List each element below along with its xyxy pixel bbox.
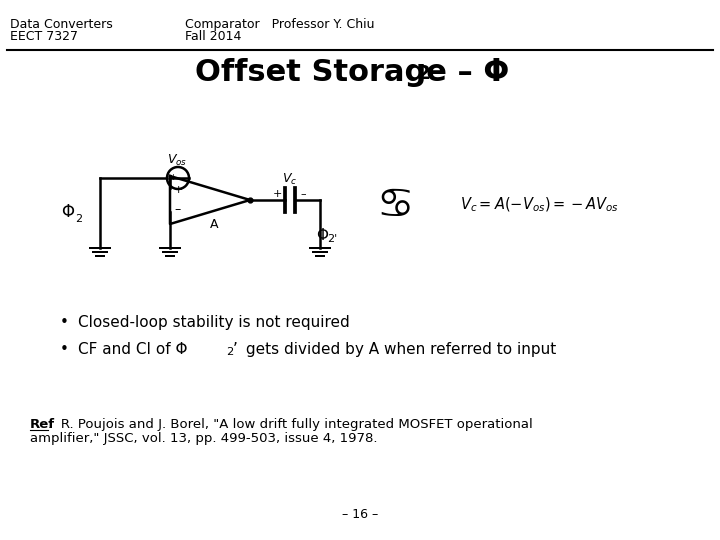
- Text: Offset Storage – Φ: Offset Storage – Φ: [195, 58, 509, 87]
- Text: CF and CI of Φ: CF and CI of Φ: [78, 342, 187, 357]
- Text: :  R. Poujois and J. Borel, "A low drift fully integrated MOSFET operational: : R. Poujois and J. Borel, "A low drift …: [48, 418, 533, 431]
- Text: $V_c = A(-V_{os}) = -AV_{os}$: $V_c = A(-V_{os}) = -AV_{os}$: [461, 196, 619, 214]
- Text: $V_c$: $V_c$: [282, 172, 297, 187]
- Text: –: –: [300, 189, 306, 199]
- Text: – 16 –: – 16 –: [342, 508, 378, 521]
- Text: 2: 2: [226, 347, 233, 357]
- Text: •: •: [60, 342, 69, 357]
- Text: amplifier," JSSC, vol. 13, pp. 499-503, issue 4, 1978.: amplifier," JSSC, vol. 13, pp. 499-503, …: [30, 432, 377, 445]
- Text: Comparator   Professor Y. Chiu: Comparator Professor Y. Chiu: [185, 18, 374, 31]
- Text: –: –: [181, 173, 186, 183]
- Text: ♋: ♋: [377, 184, 414, 226]
- Text: Φ: Φ: [316, 228, 328, 243]
- Text: +: +: [174, 185, 183, 195]
- Text: 2': 2': [327, 234, 337, 244]
- Text: $V_{os}$: $V_{os}$: [167, 153, 187, 168]
- Text: +: +: [272, 189, 282, 199]
- Text: A: A: [210, 218, 218, 231]
- Text: –: –: [175, 204, 181, 217]
- Text: Fall 2014: Fall 2014: [185, 30, 241, 43]
- Text: •: •: [60, 315, 69, 330]
- Text: Ref: Ref: [30, 418, 55, 431]
- Text: +: +: [170, 173, 176, 183]
- Text: Φ: Φ: [61, 203, 74, 221]
- Text: Data Converters: Data Converters: [10, 18, 113, 31]
- Text: Closed-loop stability is not required: Closed-loop stability is not required: [78, 315, 350, 330]
- Text: ’: ’: [233, 342, 238, 357]
- Text: EECT 7327: EECT 7327: [10, 30, 78, 43]
- Text: 2: 2: [416, 64, 430, 83]
- Text: 2: 2: [76, 214, 83, 224]
- Text: gets divided by A when referred to input: gets divided by A when referred to input: [241, 342, 557, 357]
